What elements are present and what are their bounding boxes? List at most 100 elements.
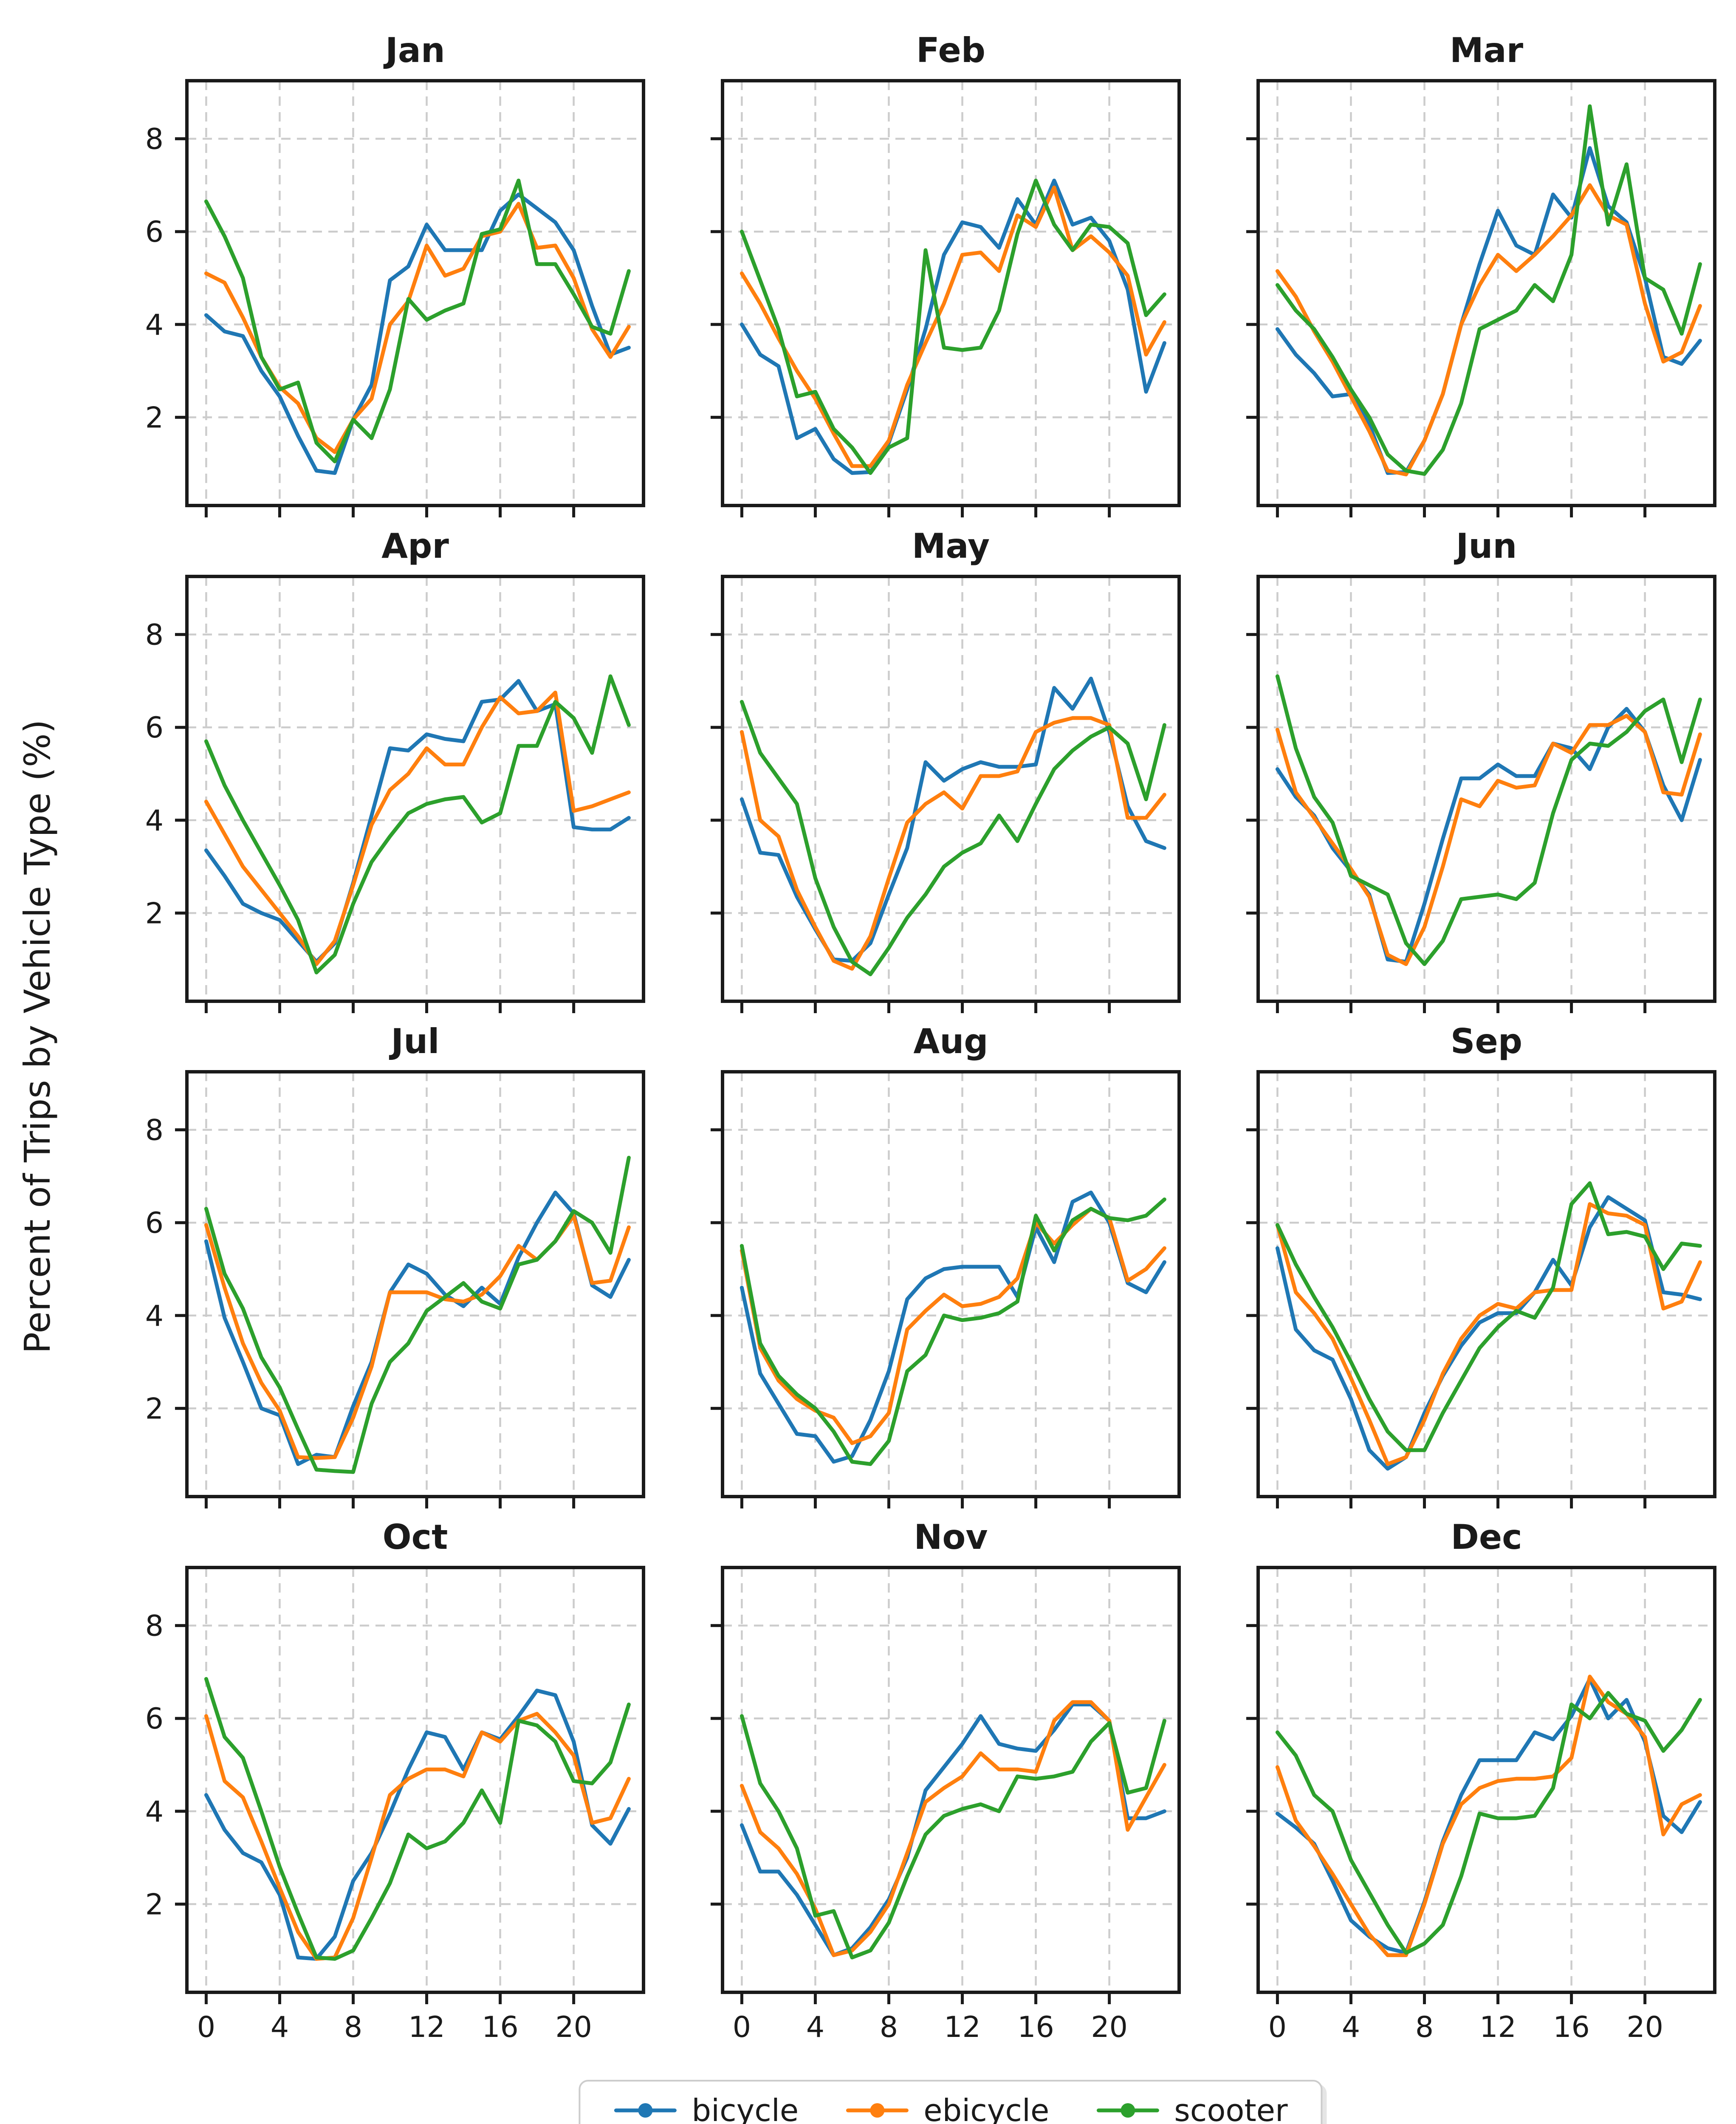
y-tick-label: 4 bbox=[145, 1795, 164, 1829]
subplot-may: May bbox=[711, 526, 1181, 1013]
line-scooter-nov bbox=[740, 1714, 1166, 1960]
line-scooter-apr bbox=[204, 674, 631, 974]
plot-area: 2 4 6 8 bbox=[145, 575, 645, 1013]
y-tick-label: 4 bbox=[145, 804, 164, 838]
chart-svg-mar bbox=[1246, 79, 1716, 517]
legend-line-ebicycle-icon bbox=[846, 2103, 909, 2118]
legend-label: scooter bbox=[1174, 2093, 1288, 2124]
panel-title: Aug bbox=[913, 1022, 988, 1061]
plot-area: 0 4 8 12 16 20 2 4 6 8 bbox=[145, 1566, 645, 2044]
plot-border bbox=[1256, 575, 1716, 1003]
subplot-aug: Aug bbox=[711, 1022, 1181, 1508]
chart-svg-may bbox=[711, 575, 1181, 1013]
legend: bicycle ebicycle scooter bbox=[579, 2080, 1323, 2124]
x-tick-label: 4 bbox=[806, 2011, 824, 2044]
x-tick-label: 20 bbox=[555, 2011, 592, 2044]
subplot-nov: Nov 0 4 8 12 16 20 bbox=[711, 1517, 1181, 2044]
plot-area: 0 4 8 12 16 20 bbox=[711, 1566, 1181, 2044]
subplot-feb: Feb bbox=[711, 31, 1181, 517]
y-tick-label: 8 bbox=[145, 619, 164, 652]
y-tick-label: 4 bbox=[145, 308, 164, 342]
legend-item-scooter: scooter bbox=[1096, 2093, 1288, 2124]
legend-item-ebicycle: ebicycle bbox=[845, 2093, 1049, 2124]
y-tick-label: 8 bbox=[145, 1114, 164, 1147]
panel-title: Mar bbox=[1449, 31, 1524, 70]
legend-item-bicycle: bicycle bbox=[613, 2093, 799, 2124]
y-tick-label: 2 bbox=[145, 1888, 164, 1921]
line-bicycle-mar bbox=[1275, 146, 1702, 475]
plot-border bbox=[721, 1070, 1181, 1498]
line-scooter-dec bbox=[1275, 1691, 1702, 1955]
line-scooter-sep bbox=[1275, 1181, 1702, 1452]
subplot-oct: Oct 0 4 8 12 16 20 2 4 6 8 bbox=[145, 1517, 645, 2044]
x-tick-label: 0 bbox=[733, 2011, 751, 2044]
plot-border bbox=[721, 79, 1181, 507]
line-bicycle-jun bbox=[1275, 707, 1702, 964]
chart-svg-jun bbox=[1246, 575, 1716, 1013]
chart-svg-apr: 2 4 6 8 bbox=[145, 575, 645, 1013]
plot-border bbox=[185, 1070, 645, 1498]
x-tick-label: 0 bbox=[1268, 2011, 1287, 2044]
line-ebicycle-oct bbox=[204, 1712, 631, 1961]
subplot-mar: Mar bbox=[1246, 31, 1716, 517]
plot-area bbox=[1246, 575, 1716, 1013]
chart-svg-nov: 0 4 8 12 16 20 bbox=[711, 1566, 1181, 2044]
plot-area: 2 4 6 8 bbox=[145, 1070, 645, 1508]
y-tick-label: 8 bbox=[145, 1610, 164, 1643]
line-ebicycle-jun bbox=[1275, 714, 1702, 966]
line-bicycle-dec bbox=[1275, 1677, 1702, 1955]
line-ebicycle-may bbox=[740, 716, 1166, 971]
plot-border bbox=[185, 575, 645, 1003]
legend-label: bicycle bbox=[692, 2093, 799, 2124]
subplot-dec: Dec 0 4 8 12 16 20 bbox=[1246, 1517, 1716, 2044]
subplot-apr: Apr 2 4 6 8 bbox=[145, 526, 645, 1013]
panel-title: Nov bbox=[914, 1517, 988, 1557]
line-scooter-feb bbox=[740, 178, 1166, 475]
x-tick-label: 16 bbox=[1553, 2011, 1590, 2044]
line-scooter-jan bbox=[204, 178, 631, 463]
line-ebicycle-nov bbox=[740, 1700, 1166, 1957]
x-tick-label: 4 bbox=[271, 2011, 289, 2044]
x-tick-label: 12 bbox=[1479, 2011, 1516, 2044]
line-ebicycle-mar bbox=[1275, 183, 1702, 477]
plot-border bbox=[1256, 79, 1716, 507]
plot-border bbox=[1256, 1566, 1716, 1994]
line-bicycle-sep bbox=[1275, 1195, 1702, 1471]
chart-svg-feb bbox=[711, 79, 1181, 517]
panel-title: Jul bbox=[391, 1022, 440, 1061]
plot-border bbox=[721, 575, 1181, 1003]
line-bicycle-jul bbox=[204, 1190, 631, 1466]
y-tick-label: 2 bbox=[145, 897, 164, 930]
y-tick-label: 6 bbox=[145, 215, 164, 249]
subplot-jan: Jan 2 4 6 8 bbox=[145, 31, 645, 517]
panel-title: May bbox=[912, 526, 990, 566]
x-tick-label: 16 bbox=[482, 2011, 519, 2044]
x-tick-label: 20 bbox=[1091, 2011, 1128, 2044]
plot-area bbox=[1246, 1070, 1716, 1508]
y-tick-label: 6 bbox=[145, 1702, 164, 1736]
chart-svg-aug bbox=[711, 1070, 1181, 1508]
legend-line-bicycle-icon bbox=[614, 2103, 677, 2118]
plot-area bbox=[1246, 79, 1716, 517]
chart-svg-jul: 2 4 6 8 bbox=[145, 1070, 645, 1508]
plot-area bbox=[711, 79, 1181, 517]
panel-title: Apr bbox=[381, 526, 449, 566]
y-tick-label: 6 bbox=[145, 711, 164, 745]
line-scooter-jun bbox=[1275, 674, 1702, 966]
panel-title: Jun bbox=[1456, 526, 1517, 566]
y-tick-label: 2 bbox=[145, 401, 164, 435]
y-tick-label: 8 bbox=[145, 123, 164, 156]
panel-title: Feb bbox=[916, 31, 985, 70]
line-scooter-jul bbox=[204, 1155, 631, 1474]
y-tick-label: 2 bbox=[145, 1392, 164, 1426]
x-tick-label: 8 bbox=[880, 2011, 898, 2044]
chart-svg-dec: 0 4 8 12 16 20 bbox=[1246, 1566, 1716, 2044]
subplot-jul: Jul 2 4 6 8 bbox=[145, 1022, 645, 1508]
plot-border bbox=[1256, 1070, 1716, 1498]
plot-area: 2 4 6 8 bbox=[145, 79, 645, 517]
plot-area bbox=[711, 1070, 1181, 1508]
plot-area bbox=[711, 575, 1181, 1013]
x-tick-label: 16 bbox=[1017, 2011, 1054, 2044]
line-scooter-mar bbox=[1275, 104, 1702, 476]
